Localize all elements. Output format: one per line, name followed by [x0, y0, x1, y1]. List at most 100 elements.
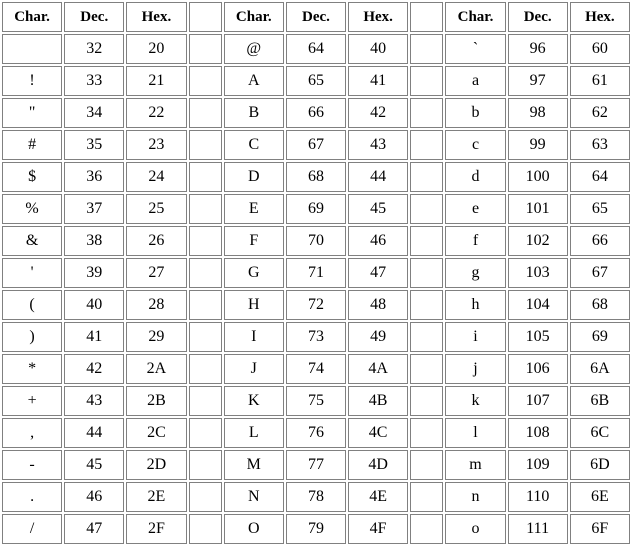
cell-spacer-2: [410, 226, 444, 256]
cell-spacer-1: [188, 98, 222, 128]
cell-dec-3: 97: [507, 66, 568, 96]
cell-dec-3: 107: [507, 386, 568, 416]
cell-char-1: ,: [2, 418, 63, 448]
cell-hex-1: 28: [126, 290, 187, 320]
cell-dec-2: 74: [285, 354, 347, 384]
cell-hex-3: 61: [569, 66, 630, 96]
cell-spacer-2: [410, 130, 444, 160]
cell-char-3: i: [445, 322, 506, 352]
cell-dec-2: 70: [285, 226, 347, 256]
cell-spacer-2: [410, 258, 444, 288]
cell-char-2: K: [223, 386, 284, 416]
cell-hex-2: 41: [348, 66, 409, 96]
cell-char-2: J: [223, 354, 284, 384]
cell-char-1: +: [2, 386, 63, 416]
header-row: Char. Dec. Hex. Char. Dec. Hex. Char. De…: [2, 2, 630, 32]
cell-spacer-1: [188, 322, 222, 352]
cell-hex-2: 46: [348, 226, 409, 256]
cell-dec-1: 41: [64, 322, 125, 352]
cell-char-1: !: [2, 66, 63, 96]
col-header-hex-3: Hex.: [569, 2, 630, 32]
cell-hex-2: 4B: [348, 386, 409, 416]
cell-dec-1: 47: [64, 514, 125, 544]
cell-char-2: C: [223, 130, 284, 160]
cell-spacer-2: [410, 482, 444, 512]
cell-dec-3: 100: [507, 162, 568, 192]
cell-hex-2: 43: [348, 130, 409, 160]
cell-hex-1: 23: [126, 130, 187, 160]
cell-hex-3: 62: [569, 98, 630, 128]
col-header-dec-2: Dec.: [285, 2, 347, 32]
cell-char-3: o: [445, 514, 506, 544]
cell-dec-3: 106: [507, 354, 568, 384]
cell-dec-1: 37: [64, 194, 125, 224]
cell-dec-1: 36: [64, 162, 125, 192]
cell-spacer-1: [188, 386, 222, 416]
cell-hex-2: 4C: [348, 418, 409, 448]
cell-dec-2: 71: [285, 258, 347, 288]
cell-dec-2: 65: [285, 66, 347, 96]
cell-hex-3: 6B: [569, 386, 630, 416]
cell-hex-2: 44: [348, 162, 409, 192]
cell-char-3: c: [445, 130, 506, 160]
table-row: " 34 22 B 66 42 b 98 62: [2, 98, 630, 128]
cell-dec-2: 75: [285, 386, 347, 416]
table-row: , 44 2C L 76 4C l 108 6C: [2, 418, 630, 448]
cell-char-3: b: [445, 98, 506, 128]
cell-hex-1: 2A: [126, 354, 187, 384]
ascii-table-header: Char. Dec. Hex. Char. Dec. Hex. Char. De…: [2, 2, 630, 32]
cell-spacer-1: [188, 290, 222, 320]
cell-hex-3: 6A: [569, 354, 630, 384]
cell-hex-3: 64: [569, 162, 630, 192]
cell-dec-2: 79: [285, 514, 347, 544]
cell-dec-1: 33: [64, 66, 125, 96]
cell-dec-2: 73: [285, 322, 347, 352]
cell-hex-3: 6C: [569, 418, 630, 448]
cell-spacer-2: [410, 418, 444, 448]
cell-char-1: $: [2, 162, 63, 192]
cell-hex-2: 4E: [348, 482, 409, 512]
cell-char-1: &: [2, 226, 63, 256]
table-row: * 42 2A J 74 4A j 106 6A: [2, 354, 630, 384]
cell-hex-3: 66: [569, 226, 630, 256]
cell-spacer-2: [410, 66, 444, 96]
cell-char-2: D: [223, 162, 284, 192]
cell-hex-3: 6F: [569, 514, 630, 544]
cell-hex-2: 47: [348, 258, 409, 288]
col-header-dec-3: Dec.: [507, 2, 568, 32]
cell-char-3: l: [445, 418, 506, 448]
cell-hex-2: 42: [348, 98, 409, 128]
table-row: & 38 26 F 70 46 f 102 66: [2, 226, 630, 256]
cell-hex-3: 60: [569, 34, 630, 64]
cell-dec-1: 32: [64, 34, 125, 64]
cell-hex-1: 2B: [126, 386, 187, 416]
cell-hex-1: 2F: [126, 514, 187, 544]
cell-hex-1: 2E: [126, 482, 187, 512]
cell-dec-3: 102: [507, 226, 568, 256]
cell-spacer-1: [188, 354, 222, 384]
cell-spacer-2: [410, 322, 444, 352]
cell-hex-3: 6E: [569, 482, 630, 512]
cell-dec-3: 103: [507, 258, 568, 288]
cell-char-2: @: [223, 34, 284, 64]
cell-char-1: .: [2, 482, 63, 512]
cell-hex-2: 49: [348, 322, 409, 352]
cell-char-2: N: [223, 482, 284, 512]
cell-char-3: e: [445, 194, 506, 224]
cell-hex-1: 2C: [126, 418, 187, 448]
table-row: /47 2F O 79 4F o 111 6F: [2, 514, 630, 544]
cell-spacer-1: [188, 34, 222, 64]
cell-char-2: H: [223, 290, 284, 320]
cell-hex-1: 2D: [126, 450, 187, 480]
cell-dec-1: 44: [64, 418, 125, 448]
cell-spacer-2: [410, 194, 444, 224]
cell-spacer-2: [410, 34, 444, 64]
cell-dec-3: 105: [507, 322, 568, 352]
cell-dec-1: 34: [64, 98, 125, 128]
cell-spacer-1: [188, 450, 222, 480]
cell-hex-2: 4D: [348, 450, 409, 480]
cell-hex-3: 67: [569, 258, 630, 288]
cell-dec-2: 68: [285, 162, 347, 192]
cell-char-3: m: [445, 450, 506, 480]
